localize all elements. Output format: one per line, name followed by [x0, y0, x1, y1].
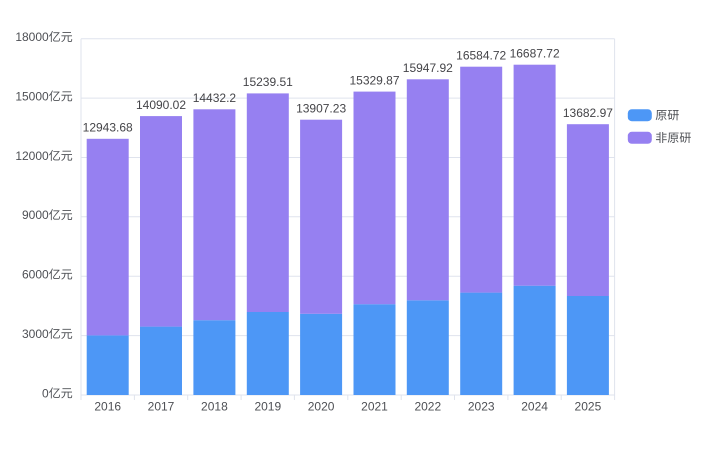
svg-text:2016: 2016: [94, 400, 121, 414]
svg-text:15239.51: 15239.51: [243, 75, 293, 89]
svg-text:18000: 18000: [15, 30, 49, 44]
svg-text:2017: 2017: [148, 400, 175, 414]
svg-text:14432.2: 14432.2: [193, 91, 237, 105]
svg-text:13907.23: 13907.23: [296, 101, 346, 115]
svg-text:13682.97: 13682.97: [563, 106, 613, 120]
svg-text:14090.02: 14090.02: [136, 98, 186, 112]
svg-text:6000: 6000: [22, 268, 49, 282]
svg-text:12000: 12000: [15, 149, 49, 163]
svg-text:2019: 2019: [254, 400, 281, 414]
svg-text:15947.92: 15947.92: [403, 61, 453, 75]
svg-text:2023: 2023: [468, 400, 495, 414]
svg-text:2020: 2020: [308, 400, 335, 414]
svg-text:15329.87: 15329.87: [349, 73, 399, 87]
svg-text:3000: 3000: [22, 327, 49, 341]
svg-text:9000: 9000: [22, 208, 49, 222]
svg-text:2021: 2021: [361, 400, 388, 414]
svg-text:12943.68: 12943.68: [83, 121, 133, 135]
svg-text:2025: 2025: [575, 400, 602, 414]
svg-text:0: 0: [42, 386, 49, 400]
svg-text:2022: 2022: [414, 400, 441, 414]
svg-text:2024: 2024: [521, 400, 548, 414]
svg-text:16687.72: 16687.72: [510, 46, 560, 60]
svg-text:16584.72: 16584.72: [456, 48, 506, 62]
svg-text:15000: 15000: [15, 89, 49, 103]
svg-text:2018: 2018: [201, 400, 228, 414]
